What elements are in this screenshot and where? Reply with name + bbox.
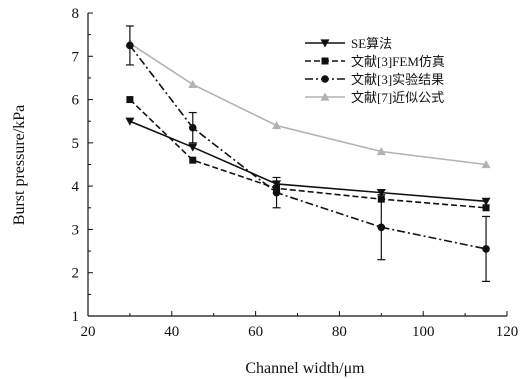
legend-item-0: SE算法: [305, 36, 392, 51]
data-point: [377, 223, 386, 232]
data-point: [126, 41, 134, 50]
legend-label: 文献[7]近似公式: [351, 90, 444, 105]
series-layer: [125, 25, 491, 282]
y-axis-label: Burst pressure/kPa: [11, 105, 28, 225]
data-point: [376, 189, 386, 198]
data-point: [272, 121, 282, 130]
y-tick-label: 8: [72, 6, 80, 22]
data-point: [376, 147, 386, 156]
data-point: [188, 143, 198, 152]
legend-marker: [321, 57, 329, 65]
data-point: [189, 156, 197, 164]
y-tick-label: 1: [72, 309, 80, 325]
legend-item-2: 文献[3]实验结果: [305, 72, 444, 87]
x-tick-label: 80: [332, 324, 347, 340]
legend-marker: [321, 75, 329, 83]
y-tick-label: 5: [72, 136, 80, 152]
axes: 20 40 60 80 100 120 1 2 3 4 5 6 7 8: [72, 6, 519, 340]
legend-label: 文献[3]实验结果: [351, 72, 444, 87]
x-axis-label: Channel width/μm: [245, 360, 365, 377]
series-line: [129, 98, 487, 209]
y-tick-label: 4: [72, 179, 80, 195]
x-tick-label: 120: [496, 324, 519, 340]
data-point: [125, 117, 135, 126]
series-2: [125, 25, 491, 282]
data-point: [481, 160, 491, 169]
data-point: [188, 123, 197, 132]
legend-item-3: 文献[7]近似公式: [305, 90, 444, 105]
x-tick-label: 40: [164, 324, 179, 340]
data-point: [481, 197, 491, 206]
legend-marker: [320, 39, 330, 48]
legend-label: SE算法: [351, 36, 392, 51]
x-tick-label: 60: [248, 324, 263, 340]
data-point: [482, 204, 490, 212]
data-point: [272, 188, 281, 197]
x-tick-label: 100: [412, 324, 435, 340]
y-tick-label: 7: [72, 49, 80, 65]
y-tick-label: 6: [72, 93, 80, 109]
y-tick-label: 2: [72, 266, 80, 282]
legend-marker: [320, 92, 330, 101]
y-tick-label: 3: [72, 222, 80, 238]
data-point: [126, 96, 134, 104]
data-point: [188, 79, 198, 89]
series-0: [125, 117, 491, 206]
data-point: [482, 245, 490, 253]
legend-item-1: 文献[3]FEM仿真: [305, 54, 445, 69]
legend-label: 文献[3]FEM仿真: [351, 54, 445, 69]
x-tick-label: 20: [81, 324, 96, 340]
